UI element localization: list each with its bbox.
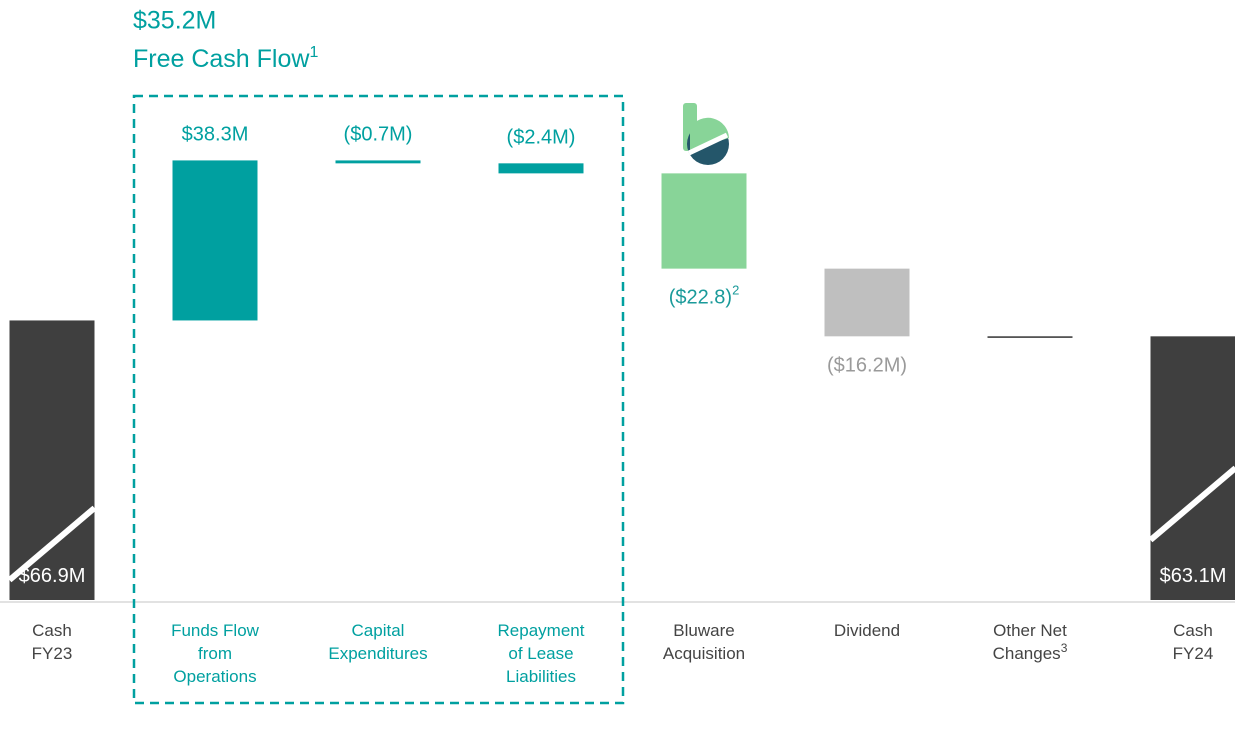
- value-label: $38.3M: [182, 124, 249, 146]
- x-tick-label: Funds Flow: [171, 621, 260, 640]
- x-tick-label: Operations: [173, 667, 256, 686]
- category-line: of Lease: [508, 644, 573, 663]
- category-line: Acquisition: [663, 644, 745, 663]
- category-line: Dividend: [834, 621, 900, 640]
- category-line: Operations: [173, 667, 256, 686]
- bar: [9, 320, 95, 600]
- category-line: Cash: [1173, 621, 1213, 640]
- x-tick-label: FY23: [32, 644, 73, 663]
- axis-break: [1148, 465, 1235, 543]
- value-label: $66.9M: [19, 565, 86, 587]
- x-tick-label: of Lease: [508, 644, 573, 663]
- category-line: FY24: [1173, 644, 1214, 663]
- x-tick-label: Dividend: [834, 621, 900, 640]
- free-cash-flow-bracket: [132, 94, 625, 705]
- category-line: Other Net: [993, 621, 1067, 640]
- annotation-value: $35.2M: [133, 7, 216, 35]
- value-label: ($2.4M): [507, 127, 576, 149]
- x-tick-label: Changes3: [993, 641, 1068, 663]
- value-label: ($0.7M): [344, 124, 413, 146]
- x-tick-label: Bluware: [673, 621, 734, 640]
- bar: [1150, 336, 1235, 600]
- category-line: Funds Flow: [171, 621, 260, 640]
- value-label: ($16.2M): [827, 355, 907, 377]
- footnote: 3: [1061, 641, 1068, 655]
- bar: [335, 160, 421, 164]
- value-label-text: $38.3M: [182, 124, 249, 146]
- category-line: Expenditures: [328, 644, 427, 663]
- value-label-text: $66.9M: [19, 565, 86, 587]
- value-label-text: $63.1M: [1160, 565, 1227, 587]
- x-tick-label: Capital: [352, 621, 405, 640]
- category-line: FY23: [32, 644, 73, 663]
- x-tick-label: Cash: [32, 621, 72, 640]
- category-line: Cash: [32, 621, 72, 640]
- category-line: Bluware: [673, 621, 734, 640]
- bar: [172, 160, 258, 321]
- category-line: Changes: [993, 644, 1061, 663]
- x-tick-label: Repayment: [498, 621, 585, 640]
- category-line: from: [198, 644, 232, 663]
- bar: [824, 268, 910, 337]
- x-tick-label: Expenditures: [328, 644, 427, 663]
- bar: [987, 336, 1073, 338]
- axis-break: [7, 505, 97, 583]
- bar: [498, 163, 584, 174]
- bluware-logo: [683, 103, 729, 165]
- logo-arc: [690, 117, 729, 150]
- value-label-text: ($22.8): [669, 287, 732, 309]
- x-tick-label: FY24: [1173, 644, 1214, 663]
- x-tick-label: Liabilities: [506, 667, 576, 686]
- value-label-text: ($2.4M): [507, 127, 576, 149]
- value-label: $63.1M: [1160, 565, 1227, 587]
- value-label-text: ($16.2M): [827, 355, 907, 377]
- x-tick-label: Other Net: [993, 621, 1067, 640]
- x-tick-label: Acquisition: [663, 644, 745, 663]
- bar: [661, 173, 747, 269]
- value-label-text: ($0.7M): [344, 124, 413, 146]
- annotation-text: Free Cash Flow1: [133, 44, 318, 72]
- footnote: 1: [309, 44, 318, 61]
- logo-slash: [687, 132, 729, 156]
- x-tick-label: Cash: [1173, 621, 1213, 640]
- category-line: Repayment: [498, 621, 585, 640]
- category-line: Capital: [352, 621, 405, 640]
- footnote: 2: [732, 283, 739, 298]
- annotation-label: Free Cash Flow: [133, 45, 310, 73]
- category-line: Liabilities: [506, 667, 576, 686]
- x-tick-label: from: [198, 644, 232, 663]
- value-label: ($22.8)2: [669, 283, 740, 309]
